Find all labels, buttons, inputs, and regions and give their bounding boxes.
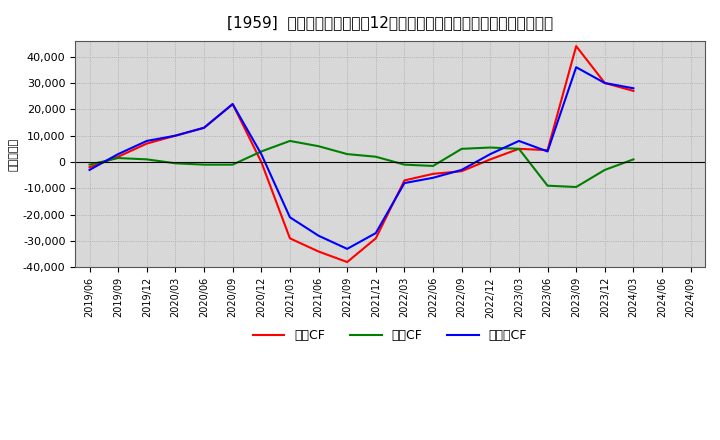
営業CF xyxy=(428,171,437,176)
営業CF xyxy=(343,260,351,265)
投資CF xyxy=(372,154,380,159)
投資CF xyxy=(543,183,552,188)
営業CF xyxy=(228,102,237,107)
投資CF xyxy=(85,162,94,167)
投資CF xyxy=(486,145,495,150)
投資CF xyxy=(114,155,122,161)
フリーCF xyxy=(486,151,495,157)
営業CF xyxy=(199,125,208,130)
営業CF xyxy=(372,236,380,241)
営業CF xyxy=(143,141,151,146)
営業CF xyxy=(600,81,609,86)
投資CF xyxy=(515,146,523,151)
投資CF xyxy=(143,157,151,162)
フリーCF xyxy=(286,215,294,220)
Legend: 営業CF, 投資CF, フリーCF: 営業CF, 投資CF, フリーCF xyxy=(248,324,532,347)
フリーCF xyxy=(600,81,609,86)
投資CF xyxy=(457,146,466,151)
Title: [1959]  キャッシュフローの12か月移動合計の対前年同期増減額の推移: [1959] キャッシュフローの12か月移動合計の対前年同期増減額の推移 xyxy=(227,15,553,30)
フリーCF xyxy=(457,167,466,172)
営業CF xyxy=(314,249,323,254)
営業CF xyxy=(457,169,466,174)
フリーCF xyxy=(372,231,380,236)
Line: フリーCF: フリーCF xyxy=(89,67,634,249)
投資CF xyxy=(228,162,237,167)
フリーCF xyxy=(114,151,122,157)
投資CF xyxy=(629,157,638,162)
投資CF xyxy=(286,138,294,143)
フリーCF xyxy=(572,65,580,70)
営業CF xyxy=(572,44,580,49)
フリーCF xyxy=(629,86,638,91)
フリーCF xyxy=(228,102,237,107)
フリーCF xyxy=(199,125,208,130)
営業CF xyxy=(543,147,552,153)
営業CF xyxy=(515,146,523,151)
フリーCF xyxy=(143,138,151,143)
営業CF xyxy=(286,236,294,241)
営業CF xyxy=(486,157,495,162)
投資CF xyxy=(171,161,180,166)
フリーCF xyxy=(400,180,409,186)
Line: 営業CF: 営業CF xyxy=(89,46,634,262)
投資CF xyxy=(314,143,323,149)
営業CF xyxy=(629,88,638,94)
営業CF xyxy=(171,133,180,138)
フリーCF xyxy=(343,246,351,252)
フリーCF xyxy=(85,167,94,172)
投資CF xyxy=(572,184,580,190)
投資CF xyxy=(199,162,208,167)
営業CF xyxy=(400,178,409,183)
フリーCF xyxy=(257,151,266,157)
フリーCF xyxy=(515,138,523,143)
投資CF xyxy=(343,151,351,157)
投資CF xyxy=(400,162,409,167)
フリーCF xyxy=(543,149,552,154)
投資CF xyxy=(600,167,609,172)
Y-axis label: （百万円）: （百万円） xyxy=(9,138,19,171)
営業CF xyxy=(257,159,266,165)
営業CF xyxy=(85,165,94,170)
フリーCF xyxy=(428,175,437,180)
フリーCF xyxy=(314,233,323,238)
投資CF xyxy=(257,149,266,154)
投資CF xyxy=(428,163,437,169)
営業CF xyxy=(114,154,122,159)
フリーCF xyxy=(171,133,180,138)
Line: 投資CF: 投資CF xyxy=(89,141,634,187)
